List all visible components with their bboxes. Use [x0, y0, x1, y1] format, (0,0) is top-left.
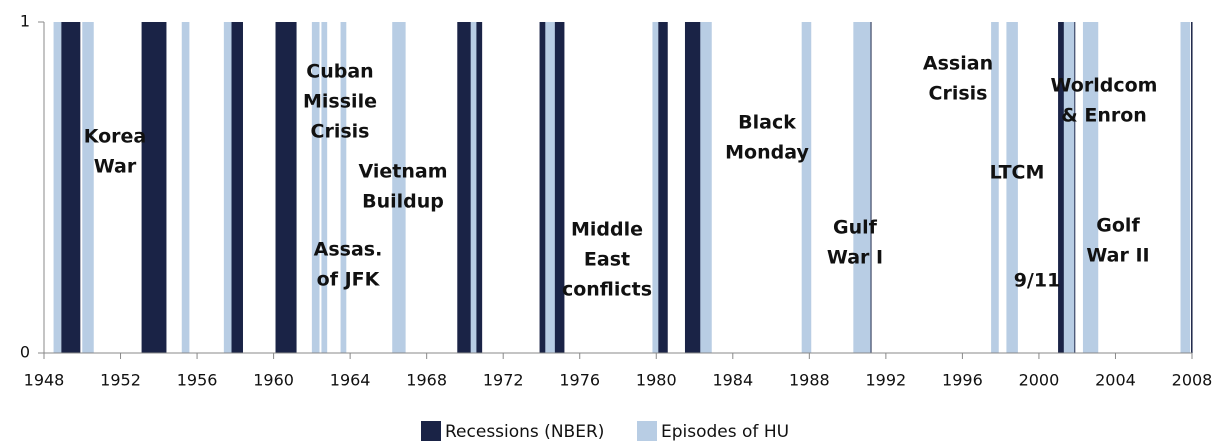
legend-swatch	[637, 421, 657, 441]
annotation: LTCM	[990, 162, 1045, 184]
span-bar	[457, 22, 483, 353]
span-bar	[1082, 22, 1099, 353]
span-bar	[801, 22, 812, 353]
annotation: War I	[827, 247, 883, 269]
span-bar	[141, 22, 167, 353]
span-bar	[991, 22, 999, 353]
x-tick-label: 2004	[1095, 371, 1136, 390]
span-bar	[658, 22, 668, 353]
span-bar	[545, 22, 555, 353]
x-tick-label: 1992	[866, 371, 907, 390]
annotation: War II	[1086, 245, 1149, 267]
annotation: Crisis	[311, 121, 370, 143]
span-bar	[1180, 22, 1191, 353]
legend-label: Recessions (NBER)	[445, 422, 604, 442]
annotation: Buildup	[362, 191, 444, 213]
span-bar	[181, 22, 190, 353]
annotation: East	[584, 249, 630, 271]
x-tick-label: 1976	[559, 371, 600, 390]
span-bar	[1006, 22, 1018, 353]
annotation: Vietnam	[359, 161, 448, 183]
annotation: War	[94, 156, 137, 178]
annotation: Worldcom	[1051, 75, 1158, 97]
x-tick-label: 1964	[330, 371, 371, 390]
x-tick-label: 1984	[712, 371, 753, 390]
span-bar	[684, 22, 703, 353]
span-bar	[700, 22, 712, 353]
span-bar	[392, 22, 406, 353]
y-tick-label: 0	[20, 343, 30, 362]
annotation: Missile	[303, 91, 377, 113]
legend-label: Episodes of HU	[661, 422, 789, 442]
span-bar	[652, 22, 659, 353]
x-tick-label: 1960	[253, 371, 294, 390]
span-bar	[223, 22, 232, 353]
annotation: Cuban	[306, 61, 373, 83]
span-bar	[1191, 22, 1193, 353]
x-tick-label: 2008	[1172, 371, 1213, 390]
annotation: & Enron	[1061, 105, 1147, 127]
annotation: Assian	[923, 53, 993, 75]
span-bar	[340, 22, 347, 353]
x-tick-label: 1980	[636, 371, 677, 390]
span-bar	[231, 22, 243, 353]
span-bar	[61, 22, 81, 353]
x-tick-label: 2000	[1019, 371, 1060, 390]
legend-swatch	[421, 421, 441, 441]
x-tick-label: 1968	[406, 371, 447, 390]
annotation: Middle	[571, 219, 643, 241]
span-bar	[1063, 22, 1075, 353]
annotation: Crisis	[929, 83, 988, 105]
annotation: Black	[738, 112, 796, 134]
span-bar	[311, 22, 320, 353]
annotation: Golf	[1096, 215, 1140, 237]
span-bar	[321, 22, 328, 353]
span-bar	[82, 22, 94, 353]
x-tick-label: 1996	[942, 371, 983, 390]
span-bar	[275, 22, 297, 353]
annotation: Korea	[84, 126, 147, 148]
annotation: Monday	[725, 142, 809, 164]
span-bar	[53, 22, 62, 353]
annotation: Gulf	[833, 217, 878, 239]
annotation: 9/11	[1014, 270, 1061, 292]
span-bar	[853, 22, 871, 353]
y-tick-label: 1	[20, 12, 30, 31]
x-tick-label: 1956	[177, 371, 218, 390]
annotation: of JFK	[317, 269, 381, 291]
x-tick-label: 1988	[789, 371, 830, 390]
x-tick-label: 1972	[483, 371, 524, 390]
annotation: conflicts	[562, 279, 652, 301]
x-tick-label: 1952	[100, 371, 141, 390]
x-tick-label: 1948	[24, 371, 65, 390]
span-bar	[470, 22, 477, 353]
annotation: Assas.	[314, 239, 383, 261]
